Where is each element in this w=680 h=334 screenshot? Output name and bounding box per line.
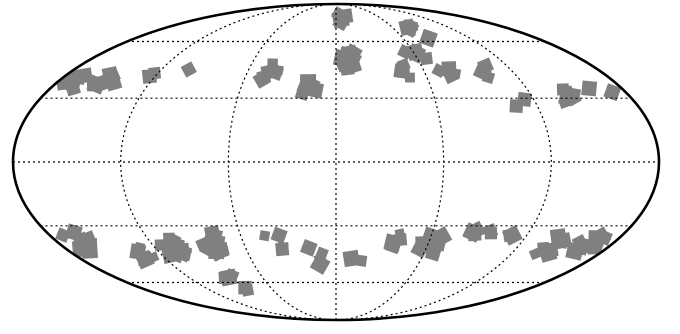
meridian-line: [335, 4, 445, 320]
meridian-line: [120, 4, 337, 320]
survey-patch: [517, 93, 531, 107]
meridian-line: [335, 4, 552, 320]
survey-patch: [273, 64, 284, 76]
survey-patch: [335, 59, 349, 73]
survey-patch: [307, 77, 321, 91]
survey-patch: [421, 240, 437, 256]
map-boundary: [11, 2, 661, 322]
survey-patch: [419, 51, 434, 66]
survey-patch: [55, 227, 71, 243]
survey-patch: [294, 85, 311, 101]
survey-patches: [55, 6, 622, 297]
survey-patch: [566, 90, 582, 106]
survey-patch: [397, 43, 413, 60]
survey-patch: [603, 83, 622, 102]
survey-patch: [275, 242, 290, 257]
survey-patch: [588, 230, 599, 241]
survey-patch: [241, 283, 255, 297]
survey-patch: [212, 244, 227, 258]
survey-patch: [102, 66, 121, 85]
survey-patch: [86, 79, 99, 92]
survey-patch: [401, 19, 419, 37]
survey-patch: [141, 250, 155, 264]
survey-patch: [476, 57, 495, 75]
survey-patch: [484, 227, 498, 240]
survey-patch: [450, 68, 462, 79]
graticule: [13, 4, 659, 320]
meridian-line: [227, 4, 337, 320]
survey-patch: [574, 241, 589, 256]
survey-patch: [334, 11, 349, 26]
survey-patch: [219, 268, 238, 287]
survey-patch: [384, 236, 402, 255]
survey-patch: [467, 227, 482, 242]
survey-patch: [270, 226, 288, 244]
survey-patch: [501, 224, 523, 246]
survey-patch: [313, 252, 327, 266]
survey-patch: [299, 239, 318, 257]
survey-patch: [397, 64, 411, 78]
survey-patch: [148, 66, 162, 80]
survey-patch: [259, 230, 271, 242]
survey-patch: [581, 80, 598, 97]
survey-patch: [481, 70, 496, 85]
survey-patch: [394, 228, 406, 240]
survey-patch: [528, 247, 542, 261]
survey-patch: [558, 97, 571, 110]
survey-patch: [199, 241, 215, 257]
survey-patch: [549, 228, 567, 246]
survey-patch: [172, 242, 191, 261]
survey-patch: [354, 254, 368, 267]
survey-patch: [180, 61, 197, 78]
survey-patch: [542, 242, 559, 258]
survey-patch: [72, 231, 91, 250]
